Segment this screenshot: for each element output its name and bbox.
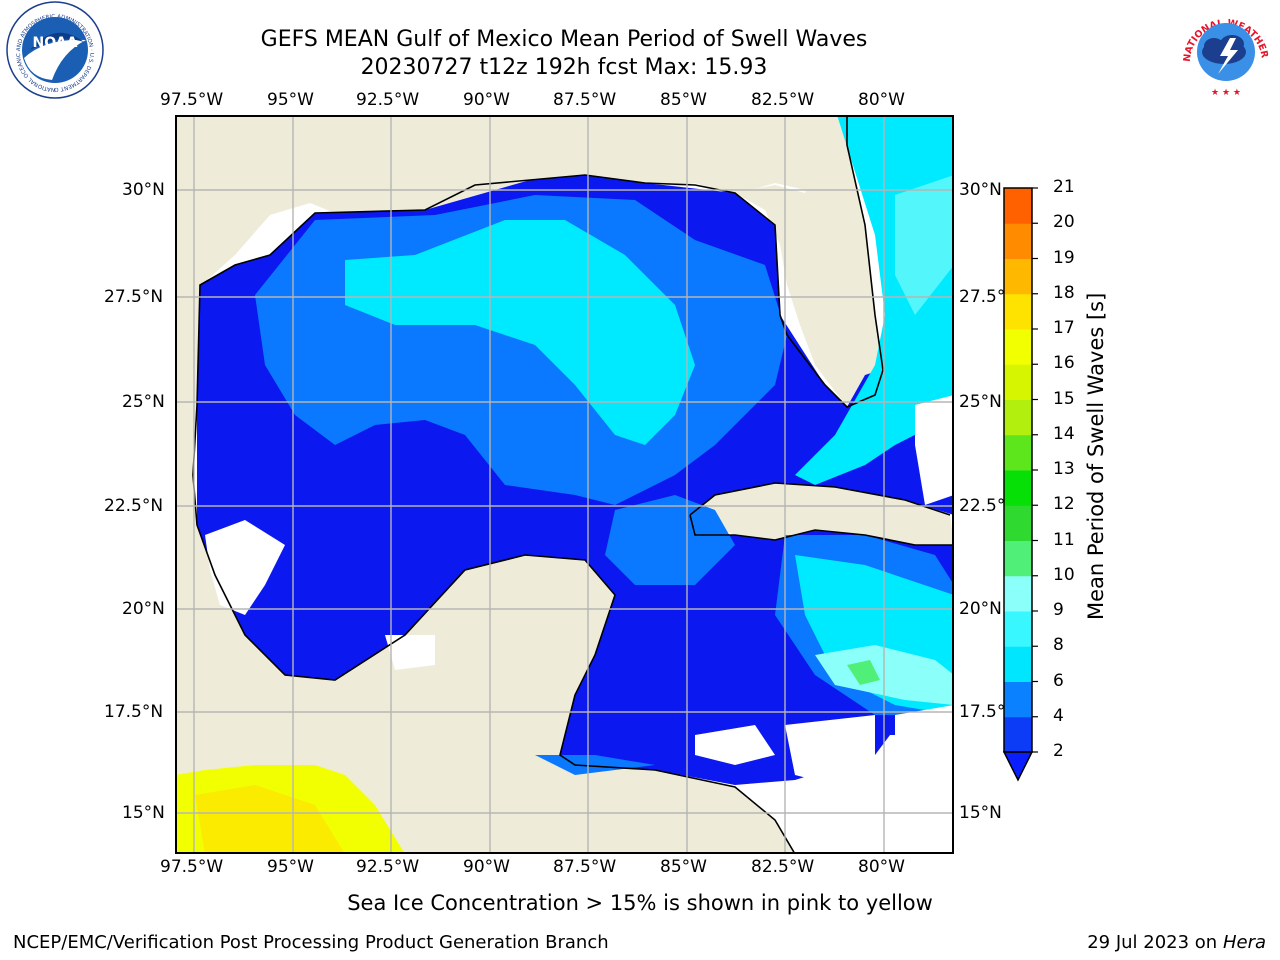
run-date: 29 Jul 2023 on Hera: [1087, 932, 1266, 953]
machine-name: Hera: [1222, 932, 1266, 953]
colorbar-tick-label: 2: [1053, 741, 1064, 761]
colorbar-segment: [1004, 716, 1032, 753]
colorbar-tick-label: 14: [1053, 423, 1075, 444]
lat-tick-left: 30°N: [122, 180, 165, 200]
colorbar-tick-label: 12: [1053, 494, 1075, 515]
lon-tick-top: 92.5°W: [356, 90, 420, 110]
colorbar-tick-label: 15: [1053, 388, 1075, 409]
colorbar-segment: [1004, 540, 1032, 577]
colorbar-tick-label: 18: [1053, 282, 1075, 303]
colorbar-label: Mean Period of Swell Waves [s]: [1084, 292, 1108, 620]
colorbar-segment: [1004, 258, 1032, 295]
colorbar-tick-label: 20: [1053, 212, 1075, 233]
lon-tick-bottom: 97.5°W: [160, 857, 224, 877]
gulf-map: [175, 115, 954, 854]
credit-line: NCEP/EMC/Verification Post Processing Pr…: [13, 932, 609, 953]
colorbar-tick-label: 16: [1053, 353, 1075, 374]
lat-tick-right: 20°N: [959, 599, 1002, 619]
colorbar-segment: [1004, 681, 1032, 718]
svg-text:NOAA: NOAA: [33, 35, 78, 51]
lat-tick-right: 30°N: [959, 180, 1002, 200]
colorbar-segment: [1004, 611, 1032, 647]
colorbar-tick-label: 11: [1053, 529, 1075, 550]
nws-logo: NATIONAL WEATHER SERVICE ★ ★ ★: [1172, 0, 1272, 98]
colorbar-segment: [1004, 434, 1032, 471]
chart-title: GEFS MEAN Gulf of Mexico Mean Period of …: [260, 27, 868, 52]
colorbar-segment: [1004, 646, 1032, 682]
lat-tick-left: 17.5°N: [104, 702, 164, 722]
colorbar-tick-label: 10: [1053, 564, 1075, 585]
lon-tick-bottom: 95°W: [267, 857, 314, 877]
colorbar-tick-label: 21: [1053, 177, 1075, 197]
lat-tick-right: 15°N: [959, 803, 1002, 823]
lat-tick-left: 27.5°N: [104, 287, 164, 307]
lat-tick-right: 25°N: [959, 392, 1002, 412]
missing-data: [205, 395, 954, 854]
lon-tick-bottom: 82.5°W: [751, 857, 815, 877]
lon-tick-bottom: 92.5°W: [356, 857, 420, 877]
colorbar: [1002, 187, 1038, 782]
lat-tick-left: 25°N: [122, 392, 165, 412]
colorbar-tick-label: 19: [1053, 247, 1075, 268]
lon-tick-bottom: 90°W: [463, 857, 510, 877]
colorbar-tick-label: 4: [1053, 705, 1064, 726]
lon-tick-bottom: 85°W: [660, 857, 707, 877]
lon-tick-top: 90°W: [463, 90, 510, 110]
lat-tick-left: 15°N: [122, 803, 165, 823]
colorbar-segment: [1004, 505, 1032, 541]
coastlines: [192, 115, 954, 854]
land-layer: [175, 115, 954, 854]
run-date-text: 29 Jul 2023 on: [1087, 932, 1223, 953]
graticule: [175, 115, 954, 854]
chart-subtitle: 20230727 t12z 192h fcst Max: 15.93: [360, 55, 768, 80]
colorbar-tick-label: 13: [1053, 459, 1075, 479]
colorbar-tick-label: 17: [1053, 318, 1075, 338]
colorbar-segment: [1004, 223, 1032, 259]
colorbar-tick-label: 9: [1053, 600, 1064, 620]
lon-tick-bottom: 87.5°W: [553, 857, 617, 877]
lon-tick-top: 87.5°W: [553, 90, 617, 110]
sea-ice-note: Sea Ice Concentration > 15% is shown in …: [347, 891, 933, 915]
colorbar-segment: [1004, 399, 1032, 436]
noaa-logo: NATIONAL OCEANIC AND ATMOSPHERIC ADMINIS…: [0, 0, 104, 99]
lon-tick-top: 95°W: [267, 90, 314, 110]
lat-tick-left: 20°N: [122, 599, 165, 619]
lon-tick-top: 82.5°W: [751, 90, 815, 110]
colorbar-segment: [1004, 188, 1032, 224]
lat-tick-left: 22.5°N: [104, 496, 164, 516]
colorbar-segment: [1004, 470, 1032, 506]
colorbar-tick-label: 6: [1053, 670, 1064, 691]
lon-tick-bottom: 80°W: [858, 857, 905, 877]
colorbar-segment: [1004, 329, 1032, 365]
colorbar-segment: [1004, 293, 1032, 330]
colorbar-segment: [1004, 575, 1032, 612]
svg-text:★ ★ ★: ★ ★ ★: [1211, 88, 1241, 98]
colorbar-extend-arrow: [1002, 751, 1034, 782]
colorbar-tick-label: 8: [1053, 635, 1064, 656]
colorbar-segment: [1004, 364, 1032, 400]
lon-tick-top: 97.5°W: [160, 90, 224, 110]
lon-tick-top: 80°W: [858, 90, 905, 110]
lon-tick-top: 85°W: [660, 90, 707, 110]
